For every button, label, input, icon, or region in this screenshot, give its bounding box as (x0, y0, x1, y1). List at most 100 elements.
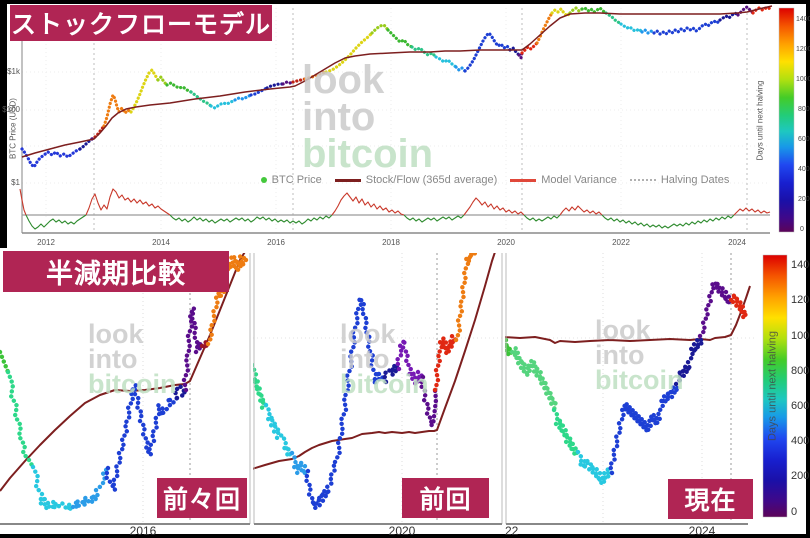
chart-path (652, 18, 722, 36)
chart-path (728, 291, 749, 321)
ytick-100: $100 (2, 105, 20, 114)
watermark-word-bitcoin: bitcoin (302, 131, 434, 176)
watermark-panel2: look into bitcoin (340, 319, 429, 399)
chart-path (165, 81, 193, 94)
cbtick: 1000 (791, 330, 810, 342)
watermark-word-look: look (340, 319, 396, 349)
panel2-xtick: 2020 (388, 524, 416, 538)
watermark-word-into: into (595, 339, 645, 370)
chart-path (169, 214, 333, 225)
watermark-word-into: into (340, 343, 390, 374)
chart-path (289, 450, 311, 477)
chart-path (370, 23, 390, 35)
legend: BTC Price Stock/Flow (365d average) Mode… (230, 172, 760, 188)
cbtick: 800 (798, 106, 810, 113)
panel2-label-last: 前回 (402, 478, 489, 518)
main-colorbar-label: Days until next halving (755, 80, 765, 161)
chart-path (535, 11, 554, 45)
chart-path (21, 5, 773, 158)
legend-item-model-variance: Model Variance (510, 174, 617, 186)
legend-label: Stock/Flow (365d average) (365, 174, 498, 186)
chart-path (70, 465, 111, 511)
watermark-word-look: look (595, 315, 651, 345)
watermark-panel3: look into bitcoin (595, 315, 684, 395)
legend-label: Halving Dates (660, 174, 730, 186)
chart-path (263, 402, 295, 459)
chart-path (523, 214, 561, 222)
chart-path (697, 279, 734, 339)
chart-path (19, 188, 27, 216)
cbtick: 0 (800, 226, 804, 233)
chart-path (331, 192, 405, 216)
chart-path (25, 214, 87, 230)
chart-path (418, 374, 439, 428)
chart-path (604, 11, 623, 26)
xtick-2018: 2018 (382, 238, 400, 247)
chart-path (324, 31, 374, 74)
chart-path (517, 51, 524, 60)
panel1-xtick: 2016 (129, 524, 157, 538)
chart-path (253, 253, 496, 470)
ytick-1: $1 (11, 178, 20, 187)
watermark-lookintobitcoin: look into bitcoin (302, 58, 434, 176)
cbtick: 200 (791, 470, 810, 482)
legend-item-halving-dates: Halving Dates (629, 174, 730, 186)
panel-colorbar-gradient (762, 254, 788, 518)
chart-path (303, 459, 338, 511)
chart-path (0, 349, 11, 375)
chart-path (403, 214, 465, 223)
watermark-panel1: look into bitcoin (88, 319, 177, 399)
watermark-word-bitcoin: bitcoin (88, 368, 177, 399)
chart-path (640, 28, 656, 35)
xtick-2016: 2016 (267, 238, 285, 247)
chart-path (453, 253, 478, 343)
chart-path (129, 68, 160, 114)
watermark-word-into: into (302, 94, 376, 139)
chart-path (199, 339, 211, 351)
cbtick: 800 (791, 365, 810, 377)
legend-label: BTC Price (271, 174, 322, 186)
cbtick: 1400 (796, 16, 810, 23)
cbtick: 1200 (796, 46, 810, 53)
chart-path (102, 93, 133, 128)
legend-item-stock-flow: Stock/Flow (365d average) (334, 174, 498, 186)
chart-path (93, 124, 106, 139)
watermark-word-bitcoin: bitcoin (595, 364, 684, 395)
chart-path (85, 188, 171, 216)
chart-path (575, 449, 615, 487)
panel-colorbar-label: Days until next halving (766, 330, 779, 442)
chart-path (551, 407, 581, 458)
chart-path (508, 46, 521, 57)
watermark-word-bitcoin: bitcoin (340, 368, 429, 399)
panel3-xtick-left-clip: 2022 (505, 524, 535, 538)
chart-path (332, 295, 389, 465)
cbtick: 400 (798, 166, 810, 173)
btc-price-dot-icon (260, 177, 267, 183)
chart-path (733, 207, 771, 216)
chart-path (156, 75, 169, 87)
cbtick: 600 (791, 400, 810, 412)
ytick-1k: $1k (7, 67, 20, 76)
panel3-label-current: 現在 (668, 479, 753, 519)
cbtick: 1400 (791, 259, 810, 271)
chart-path (432, 333, 459, 393)
chart-path (463, 197, 525, 216)
chart-path (205, 253, 249, 347)
cbtick: 400 (791, 435, 810, 447)
chart-path (673, 333, 705, 387)
watermark-word-into: into (88, 343, 138, 374)
watermark-word-look: look (88, 319, 144, 349)
xtick-2014: 2014 (152, 238, 170, 247)
chart-path (233, 93, 253, 102)
chart-path (619, 22, 644, 34)
chart-path (568, 6, 584, 15)
chart-path (559, 205, 603, 216)
chart-path (463, 31, 512, 73)
watermark-word-look: look (302, 58, 385, 102)
cbtick: 200 (798, 196, 810, 203)
panel1-label-before-last: 前々回 (157, 478, 247, 518)
chart-path (607, 381, 681, 476)
chart-path (181, 305, 205, 393)
